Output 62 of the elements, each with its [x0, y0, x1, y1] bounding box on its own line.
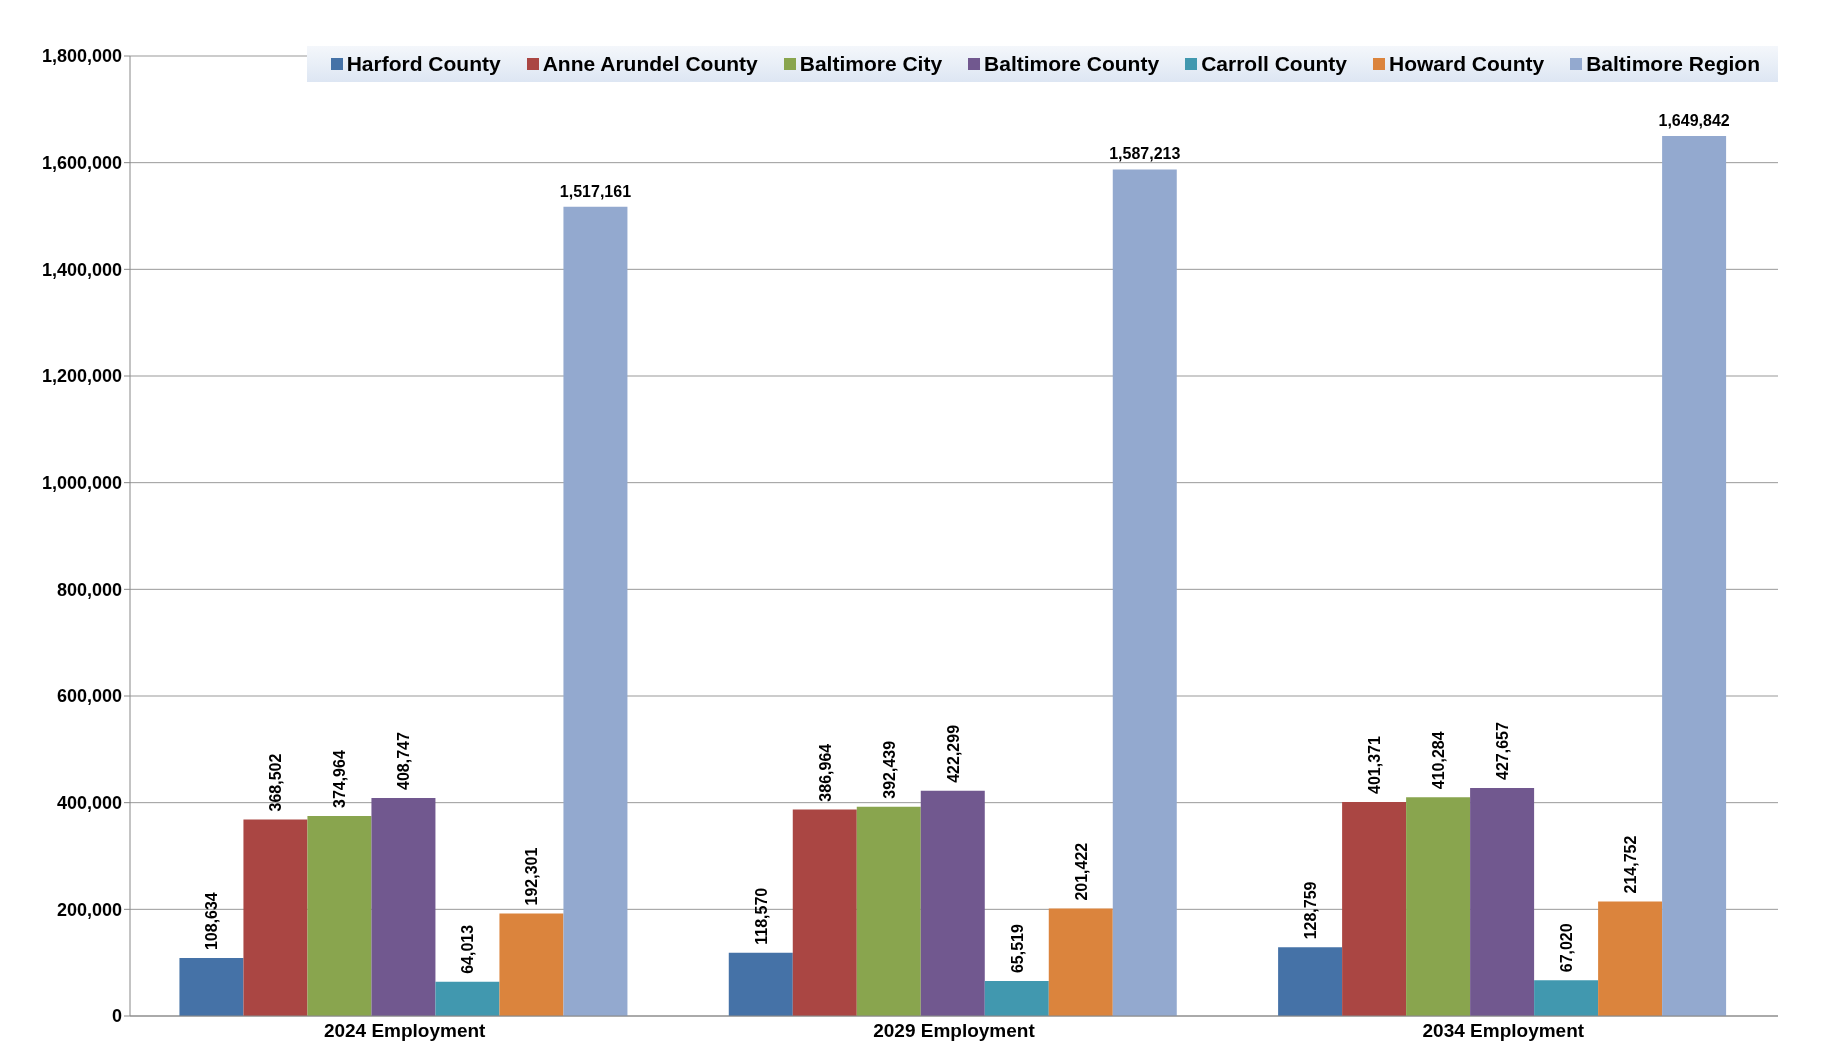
data-label: 192,301	[523, 847, 541, 906]
bar	[1342, 801, 1407, 1016]
y-tick-label: 1,800,000	[41, 46, 122, 67]
data-label: 201,422	[1072, 842, 1090, 901]
y-tick-label: 1,600,000	[41, 153, 122, 174]
bar	[1406, 797, 1471, 1016]
bar	[179, 958, 244, 1016]
x-tick-label: 2034 Employment	[1422, 1020, 1585, 1042]
data-label: 427,657	[1494, 721, 1512, 780]
data-label: 1,517,161	[559, 182, 632, 200]
legend-label: Anne Arundel County	[541, 52, 758, 76]
y-tick-label: 1,400,000	[41, 259, 122, 280]
bar	[1534, 980, 1599, 1016]
data-label: 374,964	[331, 750, 349, 809]
bar	[371, 798, 436, 1016]
data-label: 1,649,842	[1658, 112, 1730, 130]
data-label: 392,439	[880, 740, 898, 799]
bar	[435, 981, 500, 1016]
data-label: 214,752	[1622, 835, 1640, 894]
data-label: 108,634	[203, 892, 221, 951]
bar	[1470, 787, 1535, 1016]
data-label: 118,570	[752, 887, 770, 945]
bar	[1112, 169, 1177, 1016]
y-tick-label: 1,200,000	[41, 366, 122, 387]
y-tick-label: 200,000	[56, 899, 122, 920]
legend-label: Harford County	[345, 52, 501, 76]
bar	[920, 790, 985, 1016]
bar	[563, 206, 628, 1016]
legend-label: Baltimore County	[983, 52, 1160, 76]
data-label: 422,299	[944, 724, 962, 783]
data-label: 401,371	[1366, 736, 1384, 794]
bar	[1662, 136, 1727, 1016]
bar	[243, 819, 308, 1016]
bar	[1048, 908, 1113, 1016]
x-tick-label: 2024 Employment	[323, 1020, 487, 1042]
bar	[728, 952, 793, 1016]
legend-label: Carroll County	[1200, 52, 1347, 76]
data-label: 386,964	[816, 743, 834, 802]
bar	[984, 981, 1049, 1016]
data-label: 65,519	[1008, 924, 1026, 974]
y-tick-label: 0	[111, 1006, 122, 1027]
bar	[499, 913, 564, 1016]
data-label: 128,759	[1302, 881, 1320, 940]
y-tick-label: 800,000	[56, 579, 122, 600]
y-tick-label: 1,000,000	[41, 473, 122, 494]
data-label: 368,502	[267, 753, 285, 812]
data-label: 64,013	[459, 924, 477, 974]
bar	[307, 816, 372, 1016]
legend-label: Baltimore City	[798, 52, 943, 76]
y-tick-label: 600,000	[56, 686, 122, 707]
bar	[1278, 947, 1343, 1016]
y-tick-label: 400,000	[56, 793, 122, 814]
bar	[1598, 901, 1663, 1016]
x-tick-label: 2029 Employment	[873, 1020, 1036, 1042]
data-label: 67,020	[1558, 923, 1576, 973]
bar	[856, 806, 921, 1016]
legend-label: Howard County	[1387, 52, 1545, 76]
data-label: 410,284	[1430, 731, 1448, 790]
bar	[792, 809, 857, 1016]
data-label: 408,747	[395, 732, 413, 790]
data-label: 1,587,213	[1109, 145, 1181, 163]
legend-label: Baltimore Region	[1585, 52, 1760, 76]
